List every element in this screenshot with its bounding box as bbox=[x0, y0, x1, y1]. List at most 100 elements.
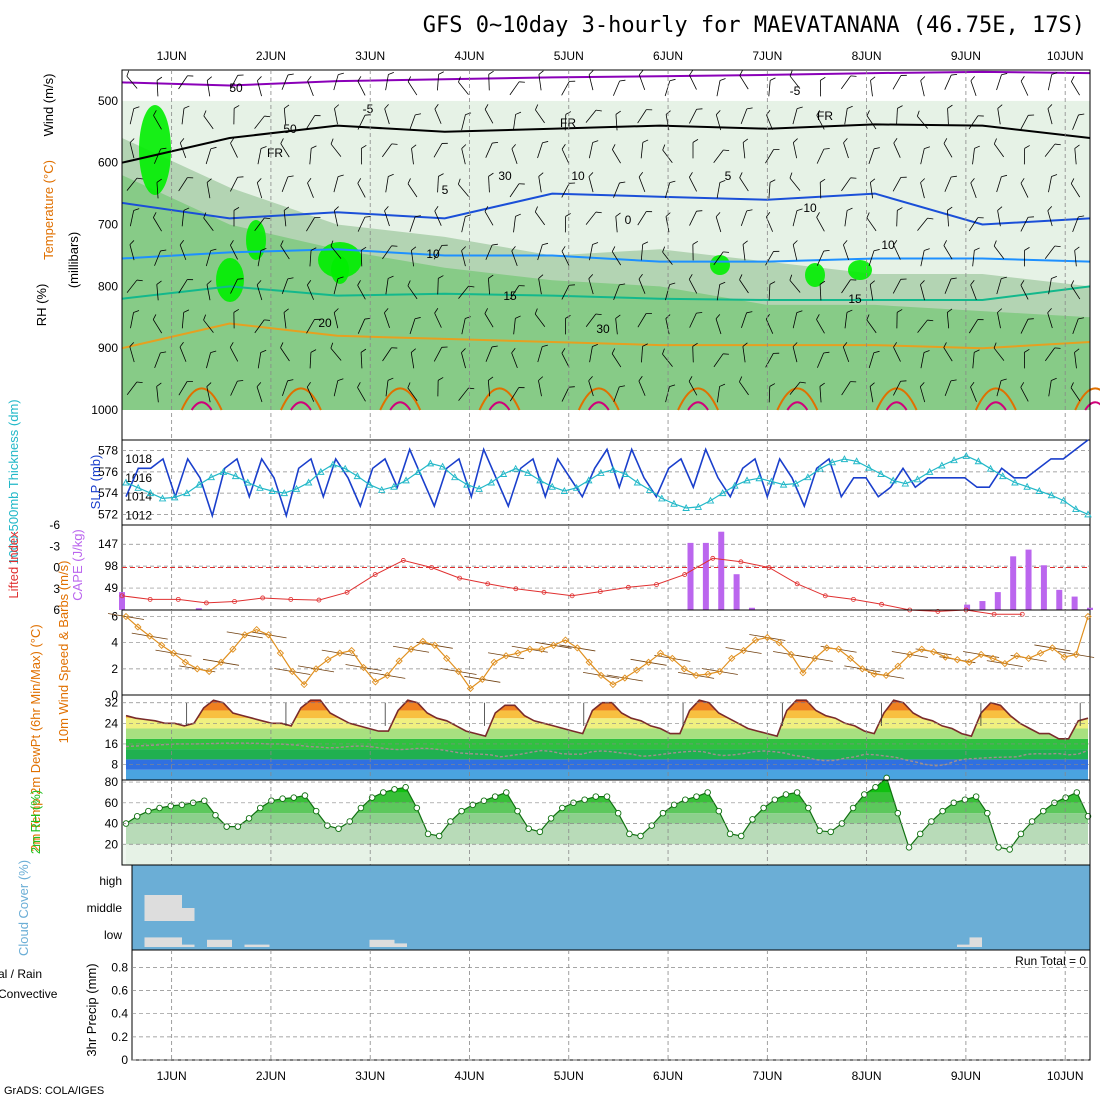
wind-barb-flag bbox=[203, 110, 207, 117]
wind-barb-flag bbox=[638, 172, 644, 178]
wind-barb bbox=[385, 275, 394, 295]
isotherm-30-arc bbox=[687, 401, 709, 411]
wind-barb-flag bbox=[129, 138, 135, 143]
wind-barb-flag bbox=[126, 70, 130, 77]
thickness-marker bbox=[645, 485, 654, 493]
credit-label: GrADS: COLA/IGES bbox=[4, 1085, 104, 1097]
wind-barb-staff bbox=[819, 386, 822, 403]
wind-barb-staff bbox=[765, 353, 774, 368]
wind-barb bbox=[1047, 206, 1053, 227]
wind-barb-staff bbox=[917, 319, 928, 333]
wind-barb-staff bbox=[407, 285, 418, 300]
wind-barb bbox=[916, 110, 928, 129]
lifted-index-marker bbox=[794, 581, 800, 587]
wind-barb-staff bbox=[1020, 387, 1029, 402]
wind-barb bbox=[943, 342, 953, 362]
wind-barb-flag bbox=[997, 308, 1003, 313]
wind-barb bbox=[437, 71, 444, 91]
wind-barb bbox=[1044, 347, 1061, 362]
wind-barb bbox=[944, 175, 957, 192]
wind-barb-flag bbox=[414, 317, 421, 320]
wind-barb-flag bbox=[183, 309, 190, 313]
wind-barb bbox=[330, 138, 342, 157]
wind-barb bbox=[662, 246, 673, 265]
thickness-marker bbox=[426, 459, 435, 467]
wind-barb bbox=[716, 281, 726, 301]
wind-barb-flag bbox=[337, 276, 344, 279]
wind-barb bbox=[461, 214, 471, 233]
wind-barb-flag bbox=[314, 115, 321, 117]
wind-barb-staff bbox=[1071, 81, 1080, 96]
wind-barb bbox=[742, 240, 748, 261]
wind-tick-label: 6 bbox=[111, 610, 118, 624]
wind-barb bbox=[156, 76, 163, 97]
wind-barb-staff bbox=[203, 217, 214, 231]
wind-barb bbox=[689, 210, 703, 226]
wind-barb bbox=[896, 207, 903, 227]
wind-barb bbox=[283, 104, 290, 125]
wind-barb-flag bbox=[977, 217, 984, 219]
cape-tick-label: 98 bbox=[105, 559, 119, 573]
wind-barb-flag bbox=[638, 274, 643, 280]
pressure-tick-label: 600 bbox=[98, 156, 118, 170]
wind-barb-flag bbox=[287, 277, 294, 280]
wind-barb bbox=[538, 376, 544, 397]
wind-barb-staff bbox=[564, 114, 567, 131]
thickness-marker bbox=[682, 504, 690, 511]
wind-barb-staff bbox=[968, 319, 979, 334]
wind-barb-flag bbox=[1054, 143, 1061, 146]
wind-barb-flag bbox=[237, 380, 244, 382]
wind-barb-flag bbox=[669, 180, 676, 184]
wind-barb bbox=[178, 75, 194, 90]
wind-barb-staff bbox=[357, 114, 366, 130]
lifted-index-marker bbox=[344, 589, 350, 595]
wind-barb bbox=[615, 212, 621, 233]
wind-barb bbox=[972, 247, 980, 267]
wind-speed-line bbox=[125, 616, 1089, 690]
wind-barb-staff bbox=[206, 182, 211, 199]
wind-barb-staff bbox=[538, 278, 542, 295]
wind-barb-staff bbox=[970, 386, 977, 402]
wind-barb bbox=[615, 314, 621, 335]
wind-barb-flag bbox=[287, 175, 294, 178]
wind-barb-staff bbox=[179, 244, 187, 260]
cape-tick-label: 147 bbox=[98, 537, 118, 551]
wind-barb bbox=[282, 379, 294, 397]
wind-barb-staff bbox=[206, 352, 211, 369]
thickness-marker bbox=[329, 460, 337, 468]
rh-marker bbox=[749, 816, 756, 823]
wind-barb bbox=[537, 141, 549, 159]
wind-barb-staff bbox=[382, 245, 392, 260]
wind-barb bbox=[385, 377, 394, 397]
wind-barb-flag bbox=[723, 149, 730, 151]
wind-barb bbox=[280, 240, 290, 260]
wind-speed-marker bbox=[419, 637, 427, 646]
temp-band bbox=[126, 749, 1088, 760]
wind-barb-flag bbox=[719, 180, 726, 183]
wind-barb bbox=[1020, 318, 1034, 334]
wind-barb bbox=[333, 72, 344, 91]
wind-barb bbox=[996, 73, 1008, 91]
wind-barb bbox=[841, 177, 857, 192]
wind-barb bbox=[588, 274, 594, 295]
wind-barb-flag bbox=[434, 206, 439, 212]
wind-barb-staff bbox=[382, 347, 392, 362]
wind-barb bbox=[534, 308, 546, 327]
thickness-marker bbox=[1059, 496, 1068, 504]
wind-barb-flag bbox=[1001, 276, 1007, 280]
wind-barb bbox=[485, 243, 498, 260]
lifted-index-marker bbox=[232, 599, 237, 604]
thickness-marker bbox=[670, 499, 678, 507]
wind-speed-marker bbox=[751, 636, 760, 644]
wind-barb-staff bbox=[844, 312, 848, 329]
cape-bar bbox=[1010, 556, 1017, 610]
rh-marker bbox=[726, 830, 734, 838]
pressure-tick-label: 800 bbox=[98, 279, 118, 293]
wind-barb-flag bbox=[612, 144, 616, 150]
wind-barb-flag bbox=[924, 146, 930, 149]
wind-speed-marker bbox=[644, 658, 653, 666]
rh-marker bbox=[972, 793, 980, 800]
cloud-layer-label: high bbox=[99, 874, 122, 888]
wind-barb-flag bbox=[264, 319, 271, 321]
pressure-tick-label: 1000 bbox=[91, 403, 118, 417]
